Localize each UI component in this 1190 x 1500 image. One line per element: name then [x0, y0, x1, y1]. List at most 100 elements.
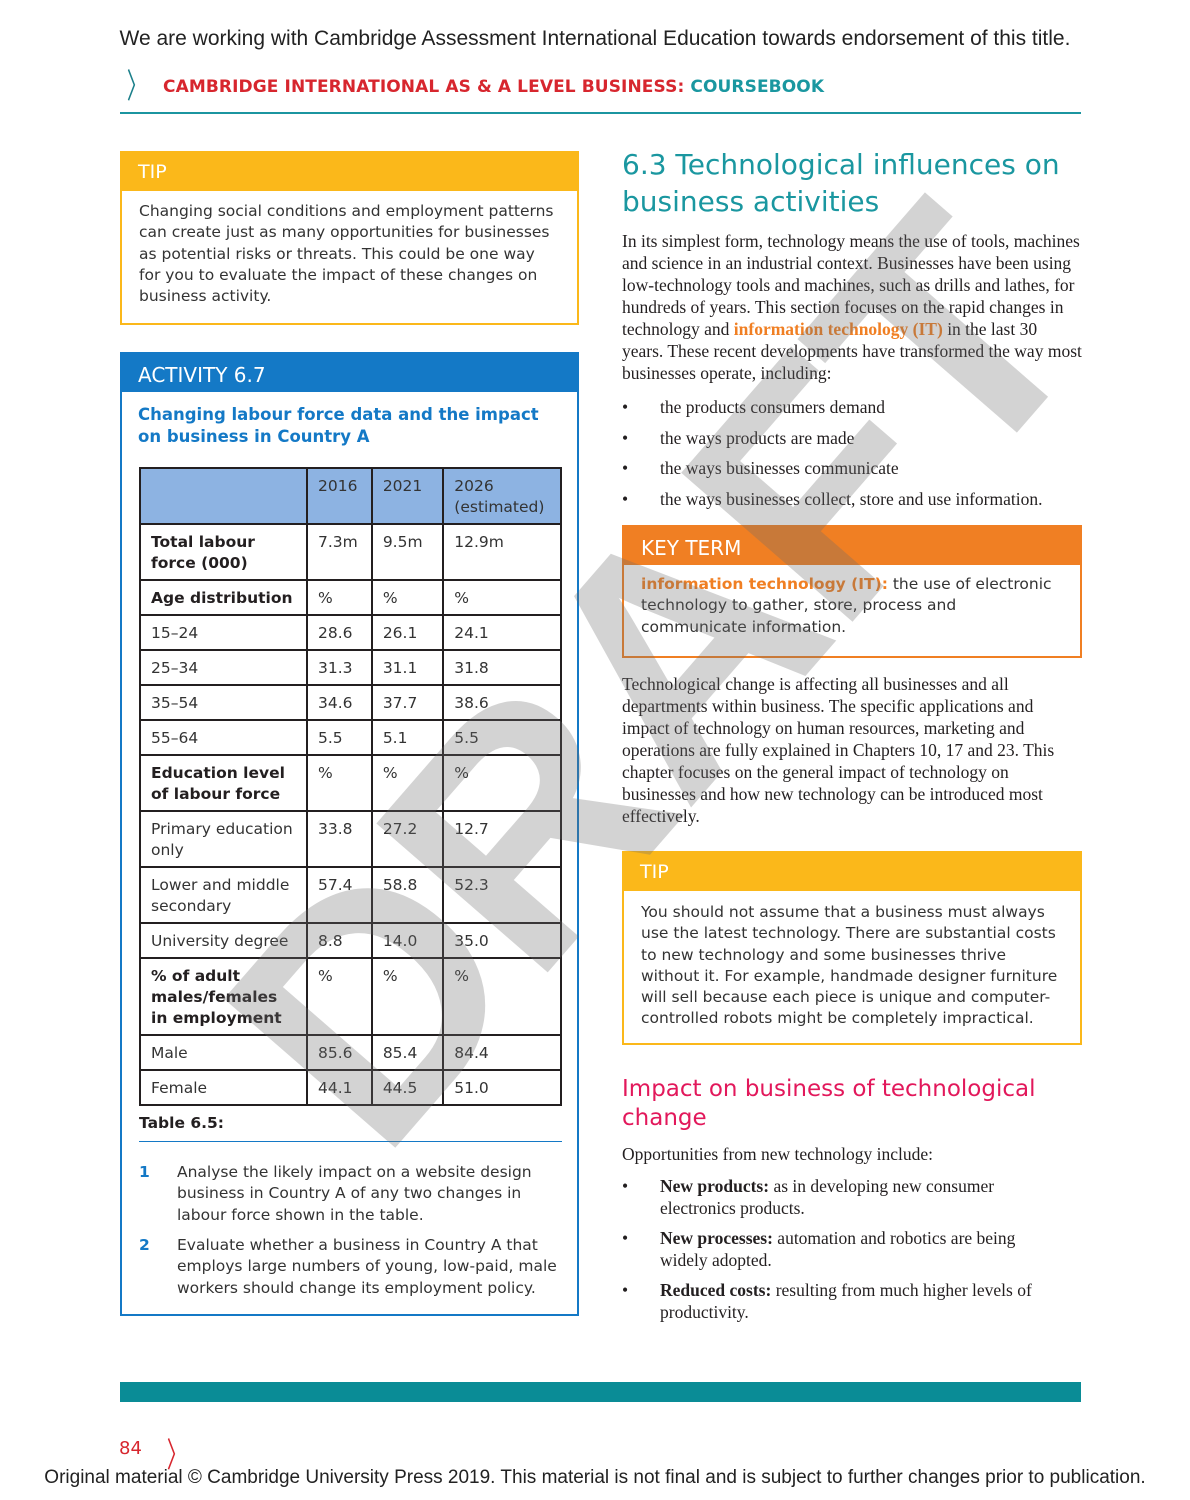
section-heading: 6.3 Technological influences on business… [622, 148, 1060, 218]
list-item: New processes: automation and robotics a… [622, 1227, 1062, 1271]
book-title: CAMBRIDGE INTERNATIONAL AS & A LEVEL BUS… [163, 77, 824, 97]
item-term: New processes: [660, 1228, 773, 1248]
table-cell: 34.6 [305, 684, 373, 721]
row-label: Female [139, 1069, 308, 1106]
row-label: 25–34 [139, 649, 308, 686]
row-label: 55–64 [139, 719, 308, 756]
tip-text: You should not assume that a business mu… [641, 903, 1058, 1028]
table-row: 25–34 31.3 31.1 31.8 [139, 649, 562, 686]
table-row: % of adult males/females in employment%%… [139, 957, 562, 1036]
row-label: Total labour force (000) [139, 523, 308, 581]
table-cell: % [305, 579, 373, 616]
tip-box-1: TIP Changing social conditions and emplo… [120, 151, 579, 325]
key-term-box: KEY TERM information technology (IT): th… [622, 525, 1082, 658]
list-item: the ways businesses collect, store and u… [622, 484, 1082, 515]
question-text: Analyse the likely impact on a website d… [177, 1163, 532, 1224]
table-cell: 27.2 [370, 810, 445, 868]
table-cell: 24.1 [442, 614, 562, 651]
column-header: 2026 (estimated) [442, 467, 562, 525]
tip-box-2: TIP You should not assume that a busines… [622, 851, 1082, 1045]
intro-text-cont: in the last 30 years. These recent devel… [622, 319, 1082, 383]
list-item: the ways businesses communicate [622, 453, 1082, 484]
impact-list: New products: as in developing new consu… [622, 1175, 1062, 1323]
question-number: 2 [139, 1236, 150, 1254]
intro-text: In its simplest form, technology means t… [622, 231, 1080, 339]
item-term: Reduced costs: [660, 1280, 772, 1300]
chevron-right-icon: 〉 [126, 67, 148, 107]
table-cell: 84.4 [442, 1034, 562, 1071]
table-cell: 31.3 [305, 649, 373, 686]
table-cell: 9.5m [370, 523, 445, 581]
table-cell: % [442, 754, 562, 812]
table-cell: 37.7 [370, 684, 445, 721]
section-intro: In its simplest form, technology means t… [622, 230, 1082, 384]
table-cell: 5.5 [305, 719, 373, 756]
section-paragraph-2: Technological change is affecting all bu… [622, 674, 1055, 826]
endorsement-note: We are working with Cambridge Assessment… [119, 27, 1071, 50]
list-item: Reduced costs: resulting from much highe… [622, 1279, 1062, 1323]
row-label: 35–54 [139, 684, 308, 721]
labour-force-table: 2016 2021 2026 (estimated) Total labour fo… [139, 467, 562, 1106]
table-cell: % [370, 754, 445, 812]
row-label: Male [139, 1034, 308, 1071]
impact-heading: Impact on business of technological chan… [622, 1076, 1036, 1131]
table-cell: 85.6 [305, 1034, 373, 1071]
question-number: 1 [139, 1163, 150, 1181]
item-text: automation and robotics are being widely… [660, 1228, 1016, 1270]
table-row: Male 85.6 85.4 84.4 [139, 1034, 562, 1071]
table-cell: 7.3m [305, 523, 373, 581]
table-row: 15–24 28.6 26.1 24.1 [139, 614, 562, 651]
table-caption: Table 6.5: [139, 1114, 562, 1142]
list-item: New products: as in developing new consu… [622, 1175, 1062, 1219]
activity-box: ACTIVITY 6.7 Changing labour force data … [120, 352, 579, 1316]
table-cell: 38.6 [442, 684, 562, 721]
table-cell: % [305, 754, 373, 812]
item-term: New products: [660, 1176, 770, 1196]
table-cell: 31.1 [370, 649, 445, 686]
table-cell: 12.7 [442, 810, 562, 868]
row-label: Primary education only [139, 810, 308, 868]
bullet-list: the products consumers demand the ways p… [622, 392, 1082, 514]
table-cell: 12.9m [442, 523, 562, 581]
copyright-footer: Original material © Cambridge University… [44, 1467, 1146, 1488]
table-cell: 85.4 [370, 1034, 445, 1071]
key-term-link[interactable]: information technology (IT) [733, 319, 943, 339]
table-cell: 51.0 [442, 1069, 562, 1106]
table-row: Lower and middle secondary 57.4 58.8 52.3 [139, 866, 562, 924]
question-1: 1 Analyse the likely impact on a website … [139, 1162, 557, 1226]
table-cell: 35.0 [442, 922, 562, 959]
table-cell: 58.8 [370, 866, 445, 924]
table-cell: 5.5 [442, 719, 562, 756]
table-row: 55–64 5.5 5.1 5.5 [139, 719, 562, 756]
tip-text: Changing social conditions and employmen… [139, 202, 554, 306]
table-cell: 31.8 [442, 649, 562, 686]
table-cell: % [370, 579, 445, 616]
table-header-row: 2016 2021 2026 (estimated) [139, 467, 562, 525]
table-row: Primary education only 33.8 27.2 12.7 [139, 810, 562, 868]
activity-subtitle: Changing labour force data and the impac… [138, 405, 539, 446]
table-row: 35–54 34.6 37.7 38.6 [139, 684, 562, 721]
running-header: 〉 CAMBRIDGE INTERNATIONAL AS & A LEVEL B… [120, 67, 1081, 114]
table-cell: 26.1 [370, 614, 445, 651]
key-term-text: information technology (IT): the use of … [624, 565, 1080, 647]
table-cell: % [442, 579, 562, 616]
row-label: University degree [139, 922, 308, 959]
title-series: CAMBRIDGE INTERNATIONAL AS & A LEVEL BUS… [163, 77, 685, 97]
column-header [139, 467, 308, 525]
column-header: 2021 [370, 467, 445, 525]
table-cell: 52.3 [442, 866, 562, 924]
column-header: 2016 [305, 467, 373, 525]
table-cell: 33.8 [305, 810, 373, 868]
row-label: Education level of labour force [139, 754, 308, 812]
table-cell: 44.5 [370, 1069, 445, 1106]
key-term-heading: KEY TERM [624, 527, 1080, 565]
table-row: Age distribution%%% [139, 579, 562, 616]
activity-heading: ACTIVITY 6.7 [122, 354, 577, 392]
item-text: resulting from much higher levels of pro… [660, 1280, 1032, 1322]
table-cell: % [370, 957, 445, 1036]
row-label: Age distribution [139, 579, 308, 616]
row-label: % of adult males/females in employment [139, 957, 308, 1036]
title-coursebook: COURSEBOOK [690, 77, 825, 97]
table-cell: % [442, 957, 562, 1036]
tip-heading: TIP [624, 853, 1080, 891]
